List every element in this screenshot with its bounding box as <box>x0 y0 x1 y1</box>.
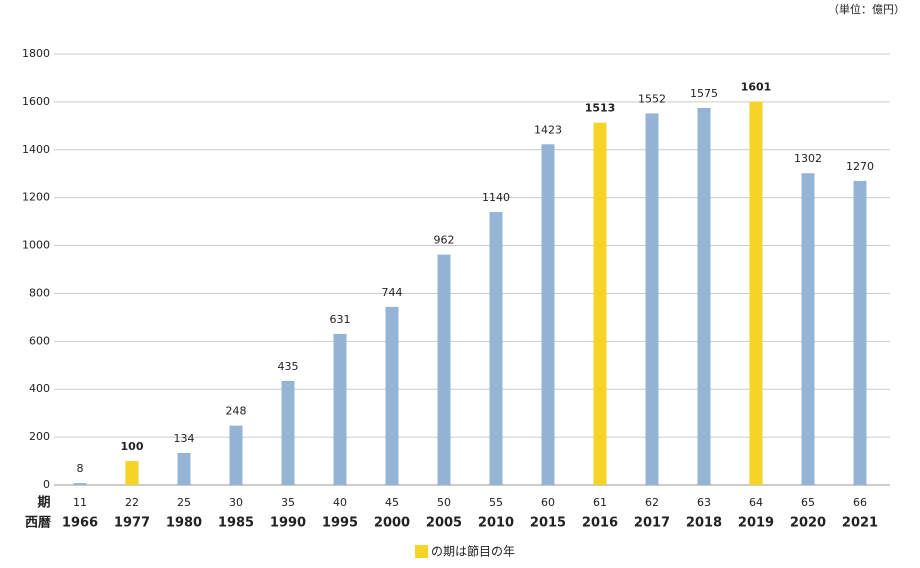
x-tick-label: 2019 <box>738 516 774 531</box>
period-label: 45 <box>385 496 399 509</box>
bar <box>73 483 87 485</box>
bar <box>437 254 451 485</box>
x-tick-label: 1985 <box>218 516 254 531</box>
y-tick-label: 1600 <box>22 95 50 108</box>
y-tick-label: 1800 <box>22 47 50 60</box>
x-tick-label: 2000 <box>374 516 410 531</box>
value-label: 1601 <box>741 81 772 94</box>
value-label: 248 <box>226 405 247 418</box>
value-label: 1552 <box>638 92 666 105</box>
x-tick-label: 1980 <box>166 516 202 531</box>
x-tick-label: 1966 <box>62 516 98 531</box>
value-label: 1423 <box>534 123 562 136</box>
value-label: 962 <box>434 234 455 247</box>
x-tick-label: 1977 <box>114 516 150 531</box>
value-label: 1270 <box>846 160 874 173</box>
bar <box>489 212 503 486</box>
x-tick-label: 2017 <box>634 516 670 531</box>
period-header: 期 <box>37 496 50 511</box>
bar <box>385 306 399 485</box>
value-label: 435 <box>278 360 299 373</box>
y-tick-label: 200 <box>29 430 50 443</box>
period-label: 61 <box>593 496 607 509</box>
x-tick-label: 2015 <box>530 516 566 531</box>
year-header: 西暦 <box>25 516 51 531</box>
period-label: 60 <box>541 496 555 509</box>
value-label: 1513 <box>585 102 616 115</box>
period-label: 65 <box>801 496 815 509</box>
x-tick-label: 2010 <box>478 516 514 531</box>
bar <box>645 113 659 485</box>
bar <box>697 107 711 485</box>
value-label: 631 <box>330 313 351 326</box>
bar <box>801 173 815 485</box>
x-tick-label: 2021 <box>842 516 878 531</box>
period-label: 64 <box>749 496 763 509</box>
bar <box>229 425 243 485</box>
period-label: 55 <box>489 496 503 509</box>
period-label: 35 <box>281 496 295 509</box>
legend-swatch <box>415 545 428 558</box>
bar <box>593 122 607 486</box>
value-label: 744 <box>382 286 403 299</box>
period-label: 11 <box>73 496 87 509</box>
value-label: 1302 <box>794 152 822 165</box>
bar <box>281 380 295 485</box>
y-tick-label: 1200 <box>22 191 50 204</box>
period-label: 22 <box>125 496 139 509</box>
bar <box>125 461 139 485</box>
bar <box>853 180 867 485</box>
period-label: 25 <box>177 496 191 509</box>
value-label: 1575 <box>690 87 718 100</box>
value-label: 1140 <box>482 191 510 204</box>
period-label: 50 <box>437 496 451 509</box>
x-tick-label: 2005 <box>426 516 462 531</box>
period-label: 30 <box>229 496 243 509</box>
y-tick-label: 0 <box>43 478 50 491</box>
bar <box>177 452 191 485</box>
y-tick-label: 400 <box>29 382 50 395</box>
period-label: 62 <box>645 496 659 509</box>
x-tick-label: 2016 <box>582 516 618 531</box>
value-label: 134 <box>174 432 195 445</box>
value-label: 100 <box>121 440 144 453</box>
x-tick-label: 2020 <box>790 516 826 531</box>
period-label: 63 <box>697 496 711 509</box>
period-label: 66 <box>853 496 867 509</box>
legend-label: の期は節目の年 <box>431 544 515 559</box>
y-tick-label: 1400 <box>22 143 50 156</box>
y-tick-label: 600 <box>29 334 50 347</box>
bar <box>333 333 347 485</box>
period-label: 40 <box>333 496 347 509</box>
x-tick-label: 2018 <box>686 516 722 531</box>
y-tick-label: 800 <box>29 286 50 299</box>
bar <box>541 144 555 485</box>
x-tick-label: 1990 <box>270 516 306 531</box>
unit-label: （単位：億円） <box>828 2 905 16</box>
x-tick-label: 1995 <box>322 516 358 531</box>
y-tick-label: 1000 <box>22 239 50 252</box>
value-label: 8 <box>77 462 84 475</box>
bar <box>749 101 763 485</box>
